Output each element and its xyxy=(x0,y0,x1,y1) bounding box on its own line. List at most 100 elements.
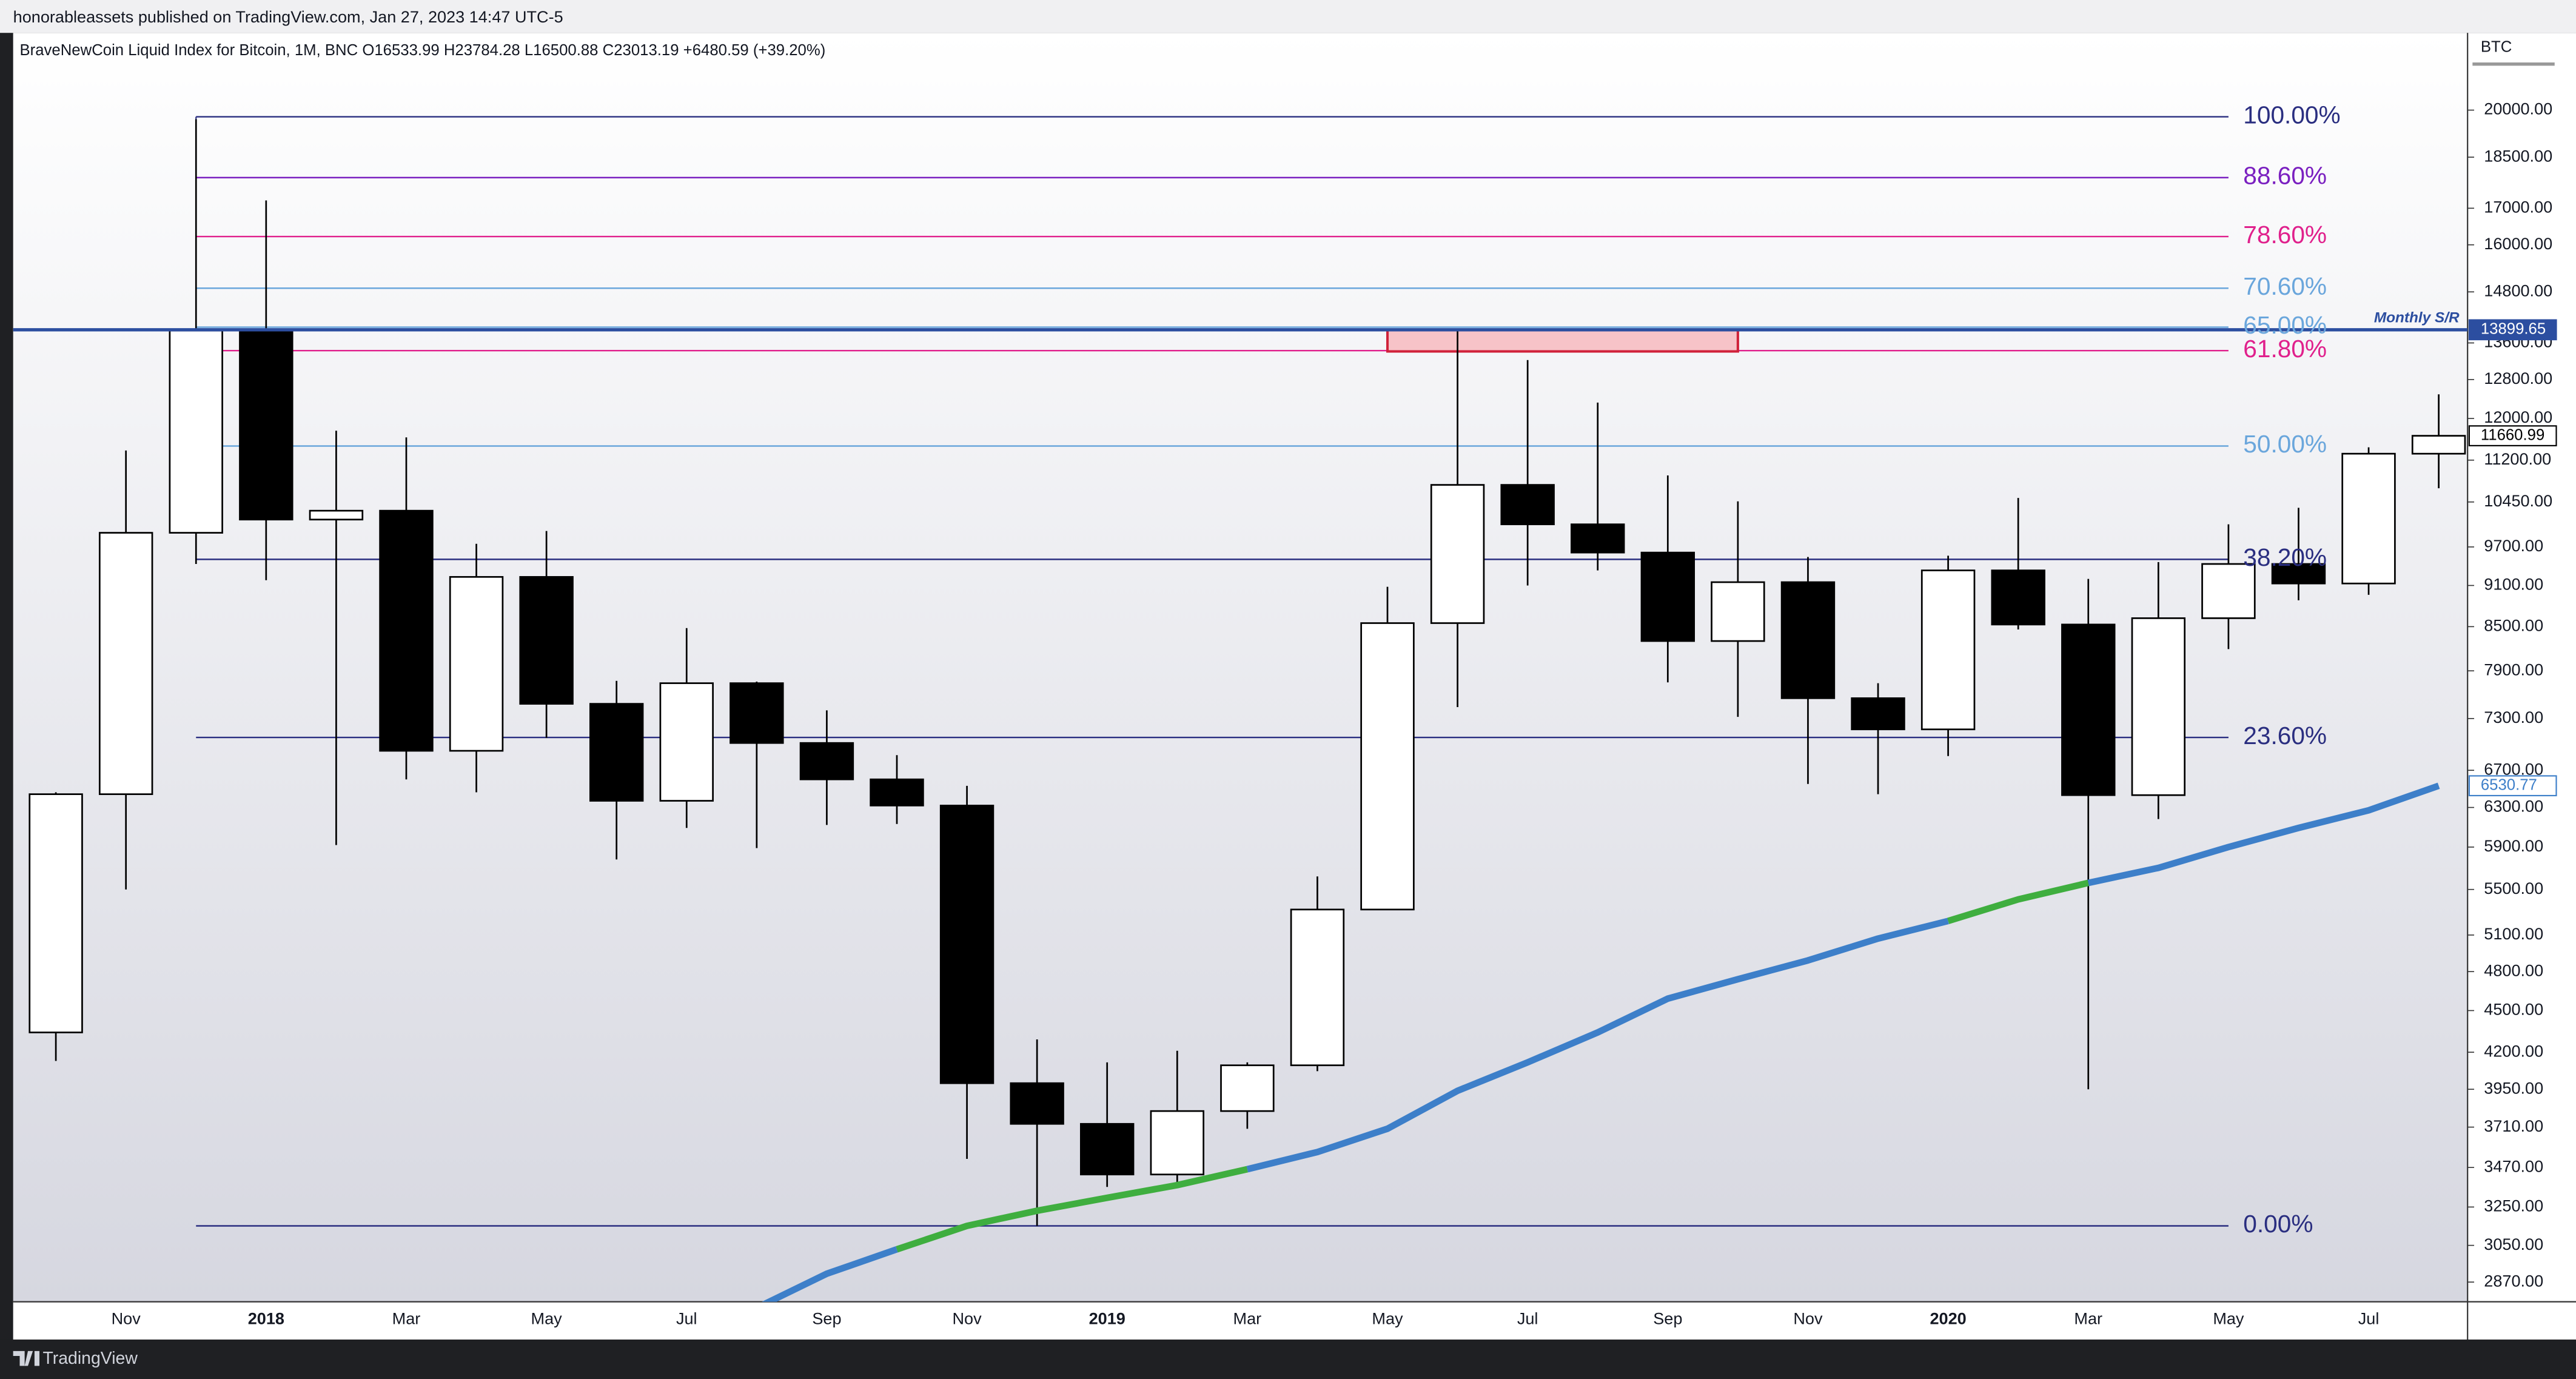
candle-body xyxy=(449,575,504,752)
fib-label: 70.60% xyxy=(2243,272,2327,300)
x-tick-label: Jul xyxy=(2358,1309,2380,1328)
x-tick-label: Nov xyxy=(952,1309,982,1328)
candle-body xyxy=(2341,452,2396,585)
y-tick-label: 20000.00 xyxy=(2484,99,2552,118)
y-tick-label: 2870.00 xyxy=(2484,1271,2543,1290)
brand-name: TradingView xyxy=(42,1349,138,1368)
y-tick-label: 4200.00 xyxy=(2484,1041,2543,1060)
y-tick-label: 8500.00 xyxy=(2484,616,2543,635)
candle-body xyxy=(2201,563,2256,619)
y-tick-label: 7300.00 xyxy=(2484,708,2543,726)
candle-body xyxy=(1851,697,1905,731)
x-tick-label: Mar xyxy=(2074,1309,2102,1328)
candle-body xyxy=(589,703,644,802)
candle-body xyxy=(659,682,714,802)
candle-body xyxy=(29,793,83,1033)
candle-body xyxy=(379,509,434,752)
published-line: honorableassets published on TradingView… xyxy=(13,7,563,26)
candle-body xyxy=(939,805,995,1084)
candle-body xyxy=(2061,623,2116,796)
price-tag xyxy=(2468,775,2557,797)
candle-body xyxy=(239,329,293,521)
price-tag-label: 13899.65 xyxy=(2481,321,2546,338)
x-tick-label: May xyxy=(2213,1309,2244,1328)
fib-label: 61.80% xyxy=(2243,335,2327,363)
moving-average xyxy=(762,1246,898,1302)
x-tick-label: Mar xyxy=(392,1309,421,1328)
y-tick-label: 14800.00 xyxy=(2484,281,2552,300)
y-tick-label: 18500.00 xyxy=(2484,146,2552,165)
candle-body xyxy=(1150,1110,1204,1176)
y-tick-label: 3950.00 xyxy=(2484,1078,2543,1097)
y-tick-label: 12800.00 xyxy=(2484,369,2552,388)
candle-body xyxy=(169,329,223,534)
candle-body xyxy=(98,532,153,795)
moving-average xyxy=(2087,782,2440,887)
x-tick-label: Sep xyxy=(1653,1309,1682,1328)
price-tag xyxy=(2468,425,2557,446)
x-tick-label: Mar xyxy=(1233,1309,1262,1328)
candle-body xyxy=(730,682,784,744)
candle-body xyxy=(1010,1082,1064,1125)
candle-body xyxy=(519,575,574,705)
moving-average xyxy=(1246,918,1949,1173)
y-tick-label: 11200.00 xyxy=(2484,449,2551,468)
candle-body xyxy=(1500,484,1555,525)
y-tick-label: 5900.00 xyxy=(2484,836,2543,855)
candle-body xyxy=(2131,617,2186,796)
x-tick-label: 2018 xyxy=(248,1309,284,1328)
candle-body xyxy=(1640,551,1696,642)
candle-body xyxy=(1780,581,1836,699)
candle-body xyxy=(870,778,924,807)
candle-body xyxy=(1220,1064,1275,1112)
y-tick-label: 5500.00 xyxy=(2484,879,2543,898)
x-tick-label: Jul xyxy=(1517,1309,1538,1328)
candle-body xyxy=(1571,523,1625,554)
x-tick-label: 2019 xyxy=(1089,1309,1125,1328)
candle-body xyxy=(2271,563,2326,585)
y-tick-label: 3710.00 xyxy=(2484,1116,2543,1135)
candle-body xyxy=(1360,622,1415,911)
candle-body xyxy=(2411,435,2466,455)
x-tick-label: May xyxy=(1372,1309,1403,1328)
fib-label: 38.20% xyxy=(2243,543,2327,571)
top-bar xyxy=(0,0,2576,33)
candle-body xyxy=(1991,569,2045,626)
candle-body xyxy=(1290,908,1345,1067)
x-tick-label: Sep xyxy=(812,1309,841,1328)
y-tick-label: 9700.00 xyxy=(2484,536,2543,555)
y-tick-label: 4800.00 xyxy=(2484,961,2543,979)
fib-label: 23.60% xyxy=(2243,722,2327,750)
symbol-label: BTC xyxy=(2481,38,2512,55)
y-tick-label: 12000.00 xyxy=(2484,408,2552,426)
x-tick-label: May xyxy=(531,1309,563,1328)
chart-title: BraveNewCoin Liquid Index for Bitcoin, 1… xyxy=(20,42,826,59)
fib-label: 50.00% xyxy=(2243,430,2327,458)
fib-label: 100.00% xyxy=(2243,101,2340,129)
price-tag-label: 6530.77 xyxy=(2481,776,2537,793)
y-tick-label: 10450.00 xyxy=(2484,491,2552,510)
y-tick-label: 17000.00 xyxy=(2484,198,2552,216)
brand-logo xyxy=(13,1350,40,1366)
price-tag-label: 11660.99 xyxy=(2481,426,2544,443)
x-tick-label: 2020 xyxy=(1930,1309,1966,1328)
fib-label: 88.60% xyxy=(2243,162,2327,190)
x-tick-label: Nov xyxy=(112,1309,141,1328)
fib-label: 0.00% xyxy=(2243,1210,2313,1238)
y-tick-label: 16000.00 xyxy=(2484,234,2552,253)
y-tick-label: 5100.00 xyxy=(2484,924,2543,943)
y-tick-label: 4500.00 xyxy=(2484,1000,2543,1019)
y-tick-label: 6700.00 xyxy=(2484,759,2543,778)
candle-body xyxy=(1711,581,1765,642)
x-tick-label: Jul xyxy=(676,1309,697,1328)
footer xyxy=(0,1339,2576,1379)
y-tick-label: 7900.00 xyxy=(2484,660,2543,679)
x-tick-label: Nov xyxy=(1793,1309,1823,1328)
plot xyxy=(13,116,2468,1302)
moving-average xyxy=(896,1166,1249,1253)
y-tick-label: 3050.00 xyxy=(2484,1235,2543,1253)
time-axis xyxy=(13,1301,2468,1340)
candle-body xyxy=(799,742,854,780)
sr-label: Monthly S/R xyxy=(2374,309,2460,326)
